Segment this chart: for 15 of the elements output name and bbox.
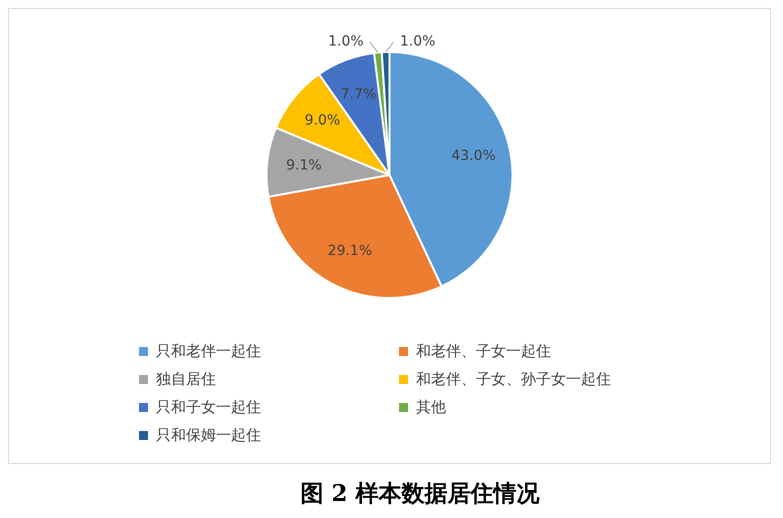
legend-label: 其他 <box>416 398 446 417</box>
legend-label: 和老伴、子女、孙子女一起住 <box>416 370 611 389</box>
data-label: 7.7% <box>340 86 376 102</box>
legend-label: 只和保姆一起住 <box>156 426 261 445</box>
data-label: 9.1% <box>286 157 322 174</box>
legend-label: 只和子女一起住 <box>156 398 261 417</box>
text: 图 2 样本数据居住情况 <box>299 479 541 509</box>
data-label: 1.0% <box>328 34 364 50</box>
data-label: 29.1% <box>328 243 372 260</box>
data-label: 1.0% <box>400 34 436 50</box>
data-label: 43.0% <box>451 148 496 164</box>
legend-label: 只和老伴一起住 <box>156 342 261 361</box>
legend-label: 独自居住 <box>156 370 216 389</box>
legend-label: 和老伴、子女一起住 <box>416 342 551 361</box>
data-label: 9.0% <box>304 112 340 129</box>
